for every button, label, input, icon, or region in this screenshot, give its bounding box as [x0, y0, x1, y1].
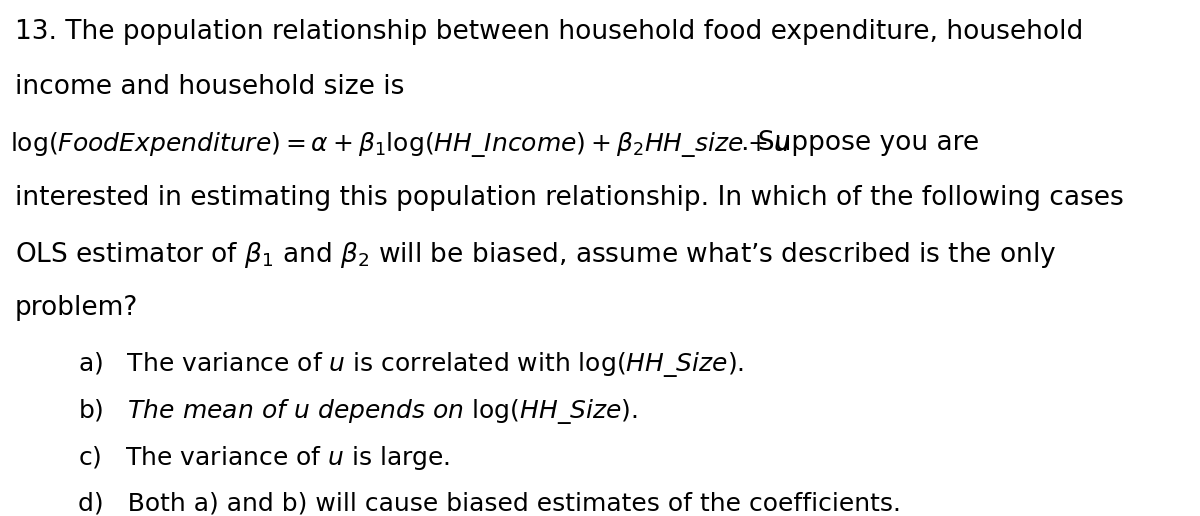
Text: b)   $\mathit{The\ mean\ of\ u\ depends\ on}$ $\mathrm{log}(\mathit{HH}\_\mathit: b) $\mathit{The\ mean\ of\ u\ depends\ o… [78, 397, 638, 426]
Text: 13. The population relationship between household food expenditure, household: 13. The population relationship between … [14, 19, 1084, 45]
Text: interested in estimating this population relationship. In which of the following: interested in estimating this population… [14, 185, 1123, 211]
Text: income and household size is: income and household size is [14, 74, 404, 100]
Text: OLS estimator of $\beta_1$ and $\beta_2$ will be biased, assume what’s described: OLS estimator of $\beta_1$ and $\beta_2$… [14, 240, 1056, 270]
Text: . Suppose you are: . Suppose you are [742, 130, 979, 155]
Text: d)   Both a) and b) will cause biased estimates of the coefficients.: d) Both a) and b) will cause biased esti… [78, 492, 901, 515]
Text: problem?: problem? [14, 295, 138, 321]
Text: $\log(\mathit{FoodExpenditure}) = \alpha + \beta_1 \log(\mathit{HH}\_\mathit{Inc: $\log(\mathit{FoodExpenditure}) = \alpha… [10, 130, 790, 158]
Text: a)   The variance of $u$ is correlated with $\mathrm{log}(\mathit{HH}\_\mathit{S: a) The variance of $u$ is correlated wit… [78, 350, 744, 379]
Text: c)   The variance of $u$ is large.: c) The variance of $u$ is large. [78, 444, 450, 473]
